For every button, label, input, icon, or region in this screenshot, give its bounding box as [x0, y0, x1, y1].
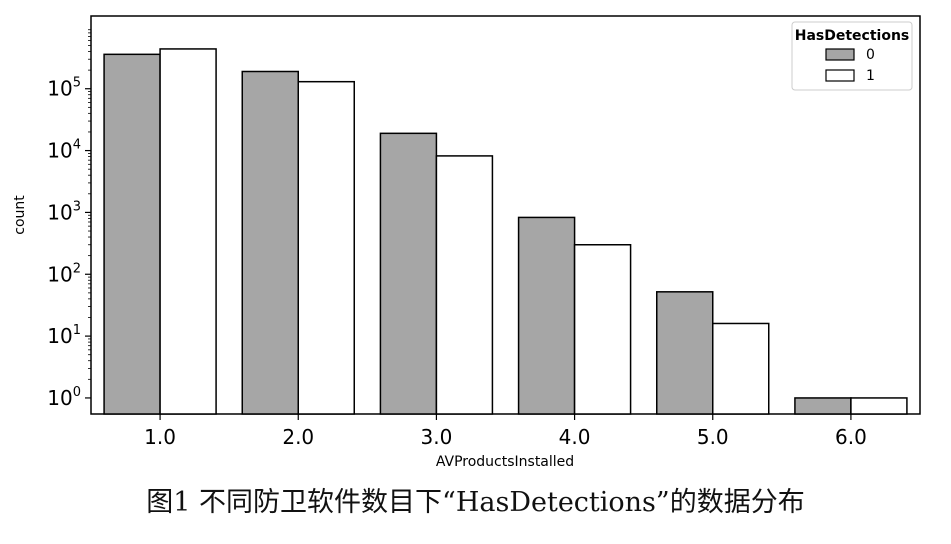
- figure-caption: 图1 不同防卫软件数目下“HasDetections”的数据分布: [146, 487, 805, 518]
- bar-4.0-series-1: [573, 244, 632, 415]
- bar-2.0-series-0: [241, 70, 299, 415]
- x-axis-label: AVProductsInstalled: [436, 454, 574, 470]
- bar-2.0-series-1: [297, 80, 355, 415]
- y-ticks-group: 100 101 102 103 104 105: [47, 29, 91, 410]
- bars-group: [103, 48, 908, 415]
- x-tick-label: 6.0: [835, 425, 867, 449]
- y-tick-label: 105: [47, 76, 81, 101]
- legend-label-1: 1: [866, 68, 875, 84]
- bar-chart: 100 101 102 103 104 105 1.0 2.0 3.0 4.0 5.0 6.0 co…: [12, 15, 921, 470]
- bar-6.0-series-0: [794, 397, 852, 415]
- y-axis-label: count: [12, 195, 28, 235]
- x-tick-label: 2.0: [282, 425, 314, 449]
- legend-swatch-1: [825, 69, 855, 82]
- y-tick-label: 104: [47, 138, 81, 163]
- legend-label-0: 0: [866, 47, 875, 63]
- x-tick-label: 4.0: [559, 425, 591, 449]
- x-tick-label: 1.0: [144, 425, 176, 449]
- bar-6.0-series-1: [850, 397, 908, 415]
- x-tick-label: 3.0: [421, 425, 453, 449]
- legend: HasDetections 0 1: [791, 21, 913, 91]
- y-tick-label: 103: [47, 199, 81, 224]
- bar-5.0-series-0: [656, 291, 714, 415]
- bar-1.0-series-0: [103, 53, 161, 415]
- legend-title: HasDetections: [795, 28, 910, 44]
- y-tick-label: 101: [47, 323, 81, 348]
- x-tick-label: 5.0: [697, 425, 729, 449]
- bar-3.0-series-0: [379, 132, 438, 415]
- x-ticks-group: 1.0 2.0 3.0 4.0 5.0 6.0: [144, 414, 867, 449]
- bar-3.0-series-1: [435, 155, 494, 415]
- y-tick-label: 102: [47, 261, 81, 286]
- y-tick-label: 100: [47, 385, 81, 410]
- bar-4.0-series-0: [517, 216, 576, 415]
- bar-5.0-series-1: [712, 322, 770, 415]
- legend-swatch-0: [825, 48, 855, 61]
- bar-1.0-series-1: [159, 48, 217, 415]
